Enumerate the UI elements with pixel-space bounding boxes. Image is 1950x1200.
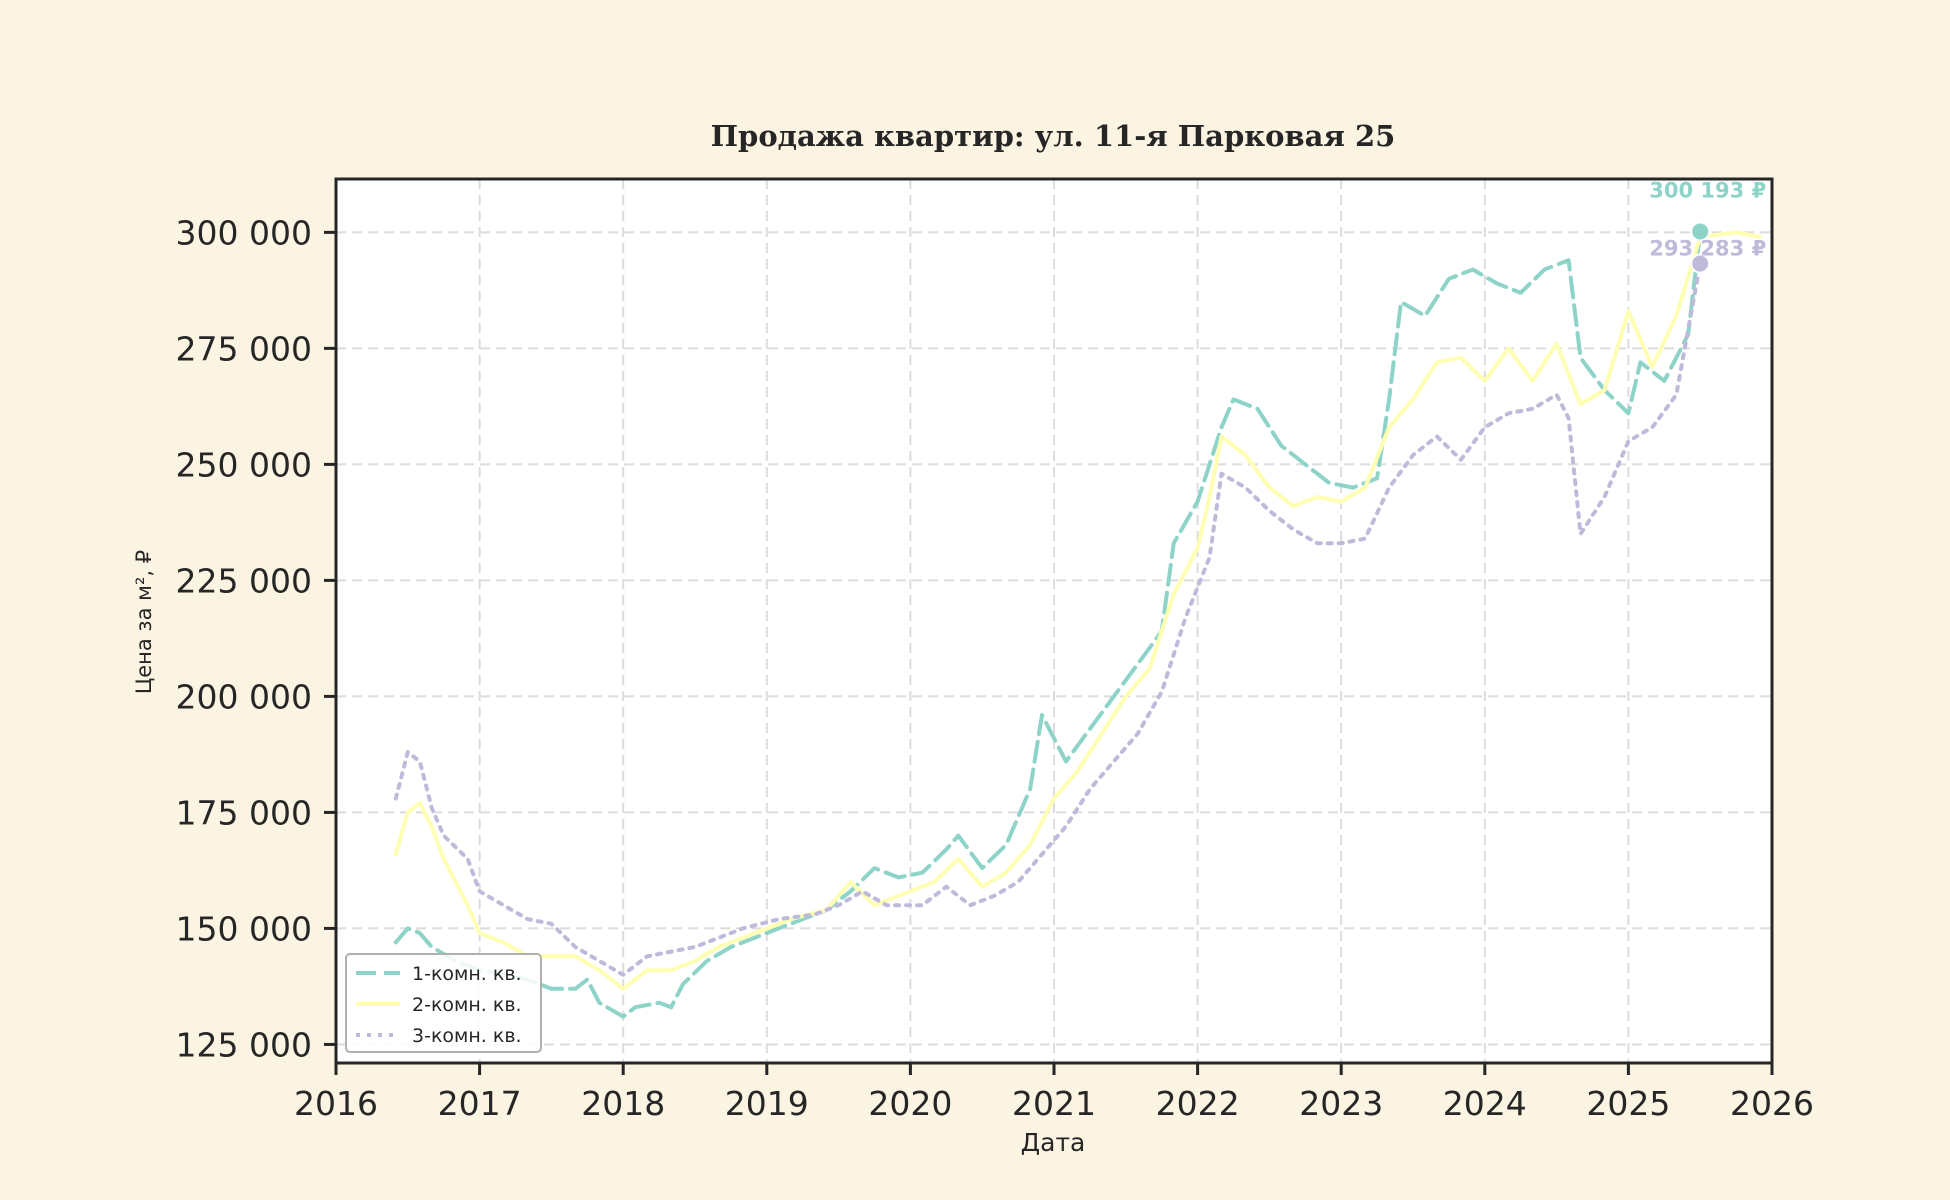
x-tick-label: 2018 — [581, 1084, 665, 1123]
y-tick-label: 300 000 — [176, 213, 312, 252]
y-axis-label: Цена за м², ₽ — [132, 550, 156, 694]
y-tick-label: 200 000 — [176, 677, 312, 716]
legend-label-1: 1-комн. кв. — [412, 963, 522, 985]
y-tick-label: 250 000 — [176, 445, 312, 484]
endpoint-annotation-1: 300 193 ₽ — [1649, 178, 1766, 202]
chart-title: Продажа квартир: ул. 11-я Парковая 25 — [711, 119, 1396, 153]
x-axis-ticks: 2016 2017 2018 2019 2020 2021 2022 2023 2024 2025… — [294, 1063, 1814, 1123]
x-axis-label: Дата — [1021, 1128, 1086, 1157]
x-tick-label: 2026 — [1730, 1084, 1814, 1123]
endpoint-marker-2 — [1690, 253, 1711, 274]
series-line-2 — [393, 230, 1762, 991]
x-tick-label: 2016 — [294, 1084, 378, 1123]
x-tick-label: 2025 — [1586, 1084, 1670, 1123]
y-tick-label: 150 000 — [176, 909, 312, 948]
x-tick-label: 2017 — [438, 1084, 522, 1123]
series-line-1 — [393, 229, 1703, 1019]
x-tick-label: 2023 — [1299, 1084, 1383, 1123]
endpoint-markers — [1690, 221, 1711, 274]
x-tick-label: 2022 — [1156, 1084, 1240, 1123]
legend-label-2: 2-комн. кв. — [412, 994, 522, 1016]
series-line-3 — [393, 261, 1703, 977]
annotations: 300 193 ₽ 293 283 ₽ — [1649, 178, 1766, 260]
y-tick-label: 225 000 — [176, 561, 312, 600]
x-tick-label: 2021 — [1012, 1084, 1096, 1123]
x-tick-label: 2020 — [868, 1084, 952, 1123]
legend-label-3: 3-комн. кв. — [412, 1025, 522, 1047]
y-tick-label: 275 000 — [176, 329, 312, 368]
y-tick-label: 175 000 — [176, 793, 312, 832]
y-axis-ticks: 125 000 150 000 175 000 200 000 225 000 250 0… — [176, 213, 336, 1064]
endpoint-marker-1 — [1690, 221, 1711, 242]
grid — [336, 179, 1772, 1063]
series-lines — [393, 229, 1762, 1019]
y-tick-label: 125 000 — [176, 1025, 312, 1064]
legend-box — [345, 953, 542, 1053]
x-tick-label: 2024 — [1443, 1084, 1527, 1123]
endpoint-annotation-2: 293 283 ₽ — [1649, 237, 1766, 261]
x-tick-label: 2019 — [725, 1084, 809, 1123]
legend: 1-комн. кв. 2-комн. кв. 3-комн. кв. — [345, 953, 542, 1053]
